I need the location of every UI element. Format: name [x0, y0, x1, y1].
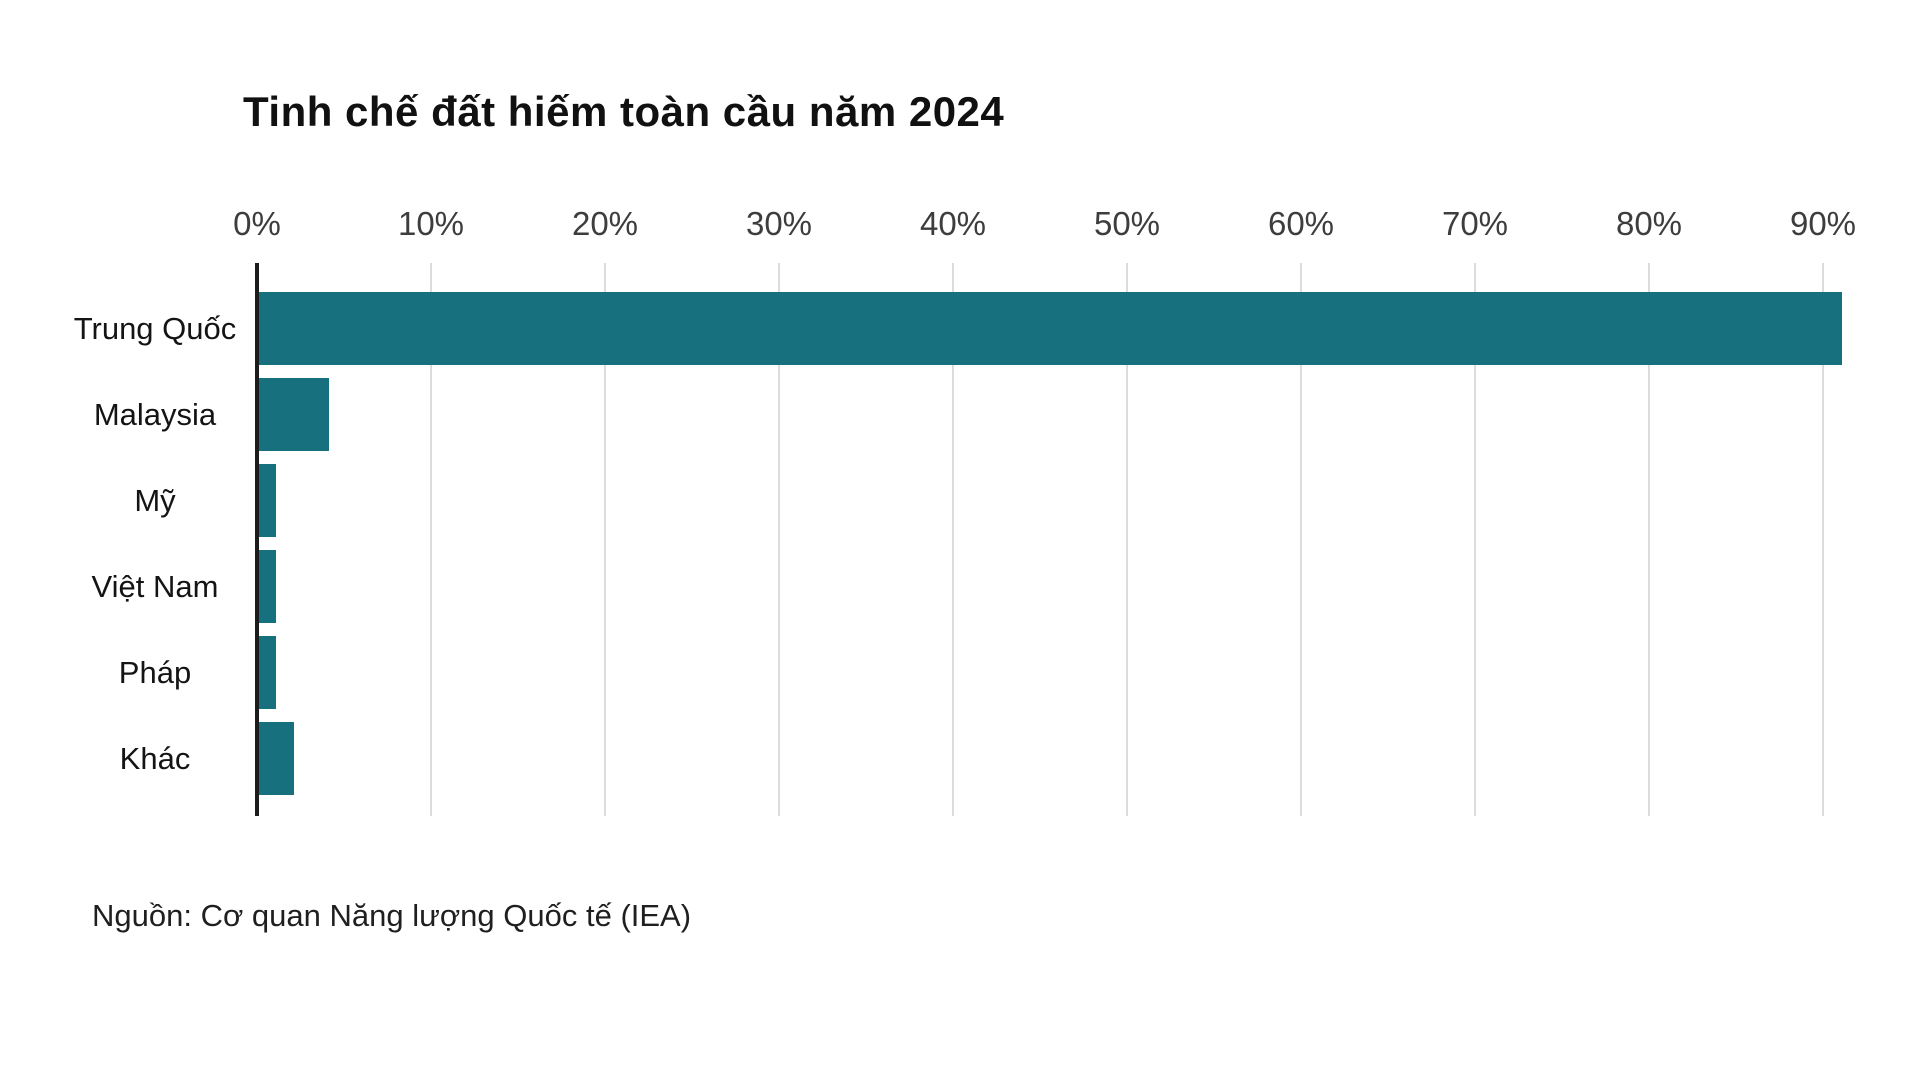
x-tick-label-0: 0%: [233, 205, 281, 242]
y-axis-line: [255, 263, 259, 816]
gridline-90: [1822, 263, 1824, 816]
bar-2: [259, 378, 329, 451]
category-label-5: Pháp: [118, 654, 192, 690]
category-label-1: Trung Quốc: [73, 310, 237, 346]
x-tick-label-90: 90%: [1789, 205, 1857, 242]
x-tick-label-30: 30%: [745, 205, 813, 242]
gridline-40: [952, 263, 954, 816]
gridline-80: [1648, 263, 1650, 816]
gridline-10: [430, 263, 432, 816]
bar-4: [259, 550, 276, 623]
x-tick-label-20: 20%: [571, 205, 639, 242]
x-tick-label-80: 80%: [1615, 205, 1683, 242]
x-tick-label-50: 50%: [1093, 205, 1161, 242]
x-tick-label-60: 60%: [1267, 205, 1335, 242]
gridline-50: [1126, 263, 1128, 816]
gridline-20: [604, 263, 606, 816]
gridline-60: [1300, 263, 1302, 816]
category-label-3: Mỹ: [134, 482, 176, 518]
category-label-2: Malaysia: [93, 396, 217, 432]
bar-1: [259, 292, 1842, 365]
x-tick-label-40: 40%: [919, 205, 987, 242]
bar-6: [259, 722, 294, 795]
chart-title: Tinh chế đất hiếm toàn cầu năm 2024: [243, 88, 1005, 135]
gridline-30: [778, 263, 780, 816]
bar-5: [259, 636, 276, 709]
x-tick-label-70: 70%: [1441, 205, 1509, 242]
category-label-6: Khác: [119, 740, 191, 776]
bar-3: [259, 464, 276, 537]
x-tick-label-10: 10%: [397, 205, 465, 242]
source-note: Nguồn: Cơ quan Năng lượng Quốc tế (IEA): [92, 898, 692, 933]
category-label-4: Việt Nam: [91, 568, 219, 604]
gridline-70: [1474, 263, 1476, 816]
